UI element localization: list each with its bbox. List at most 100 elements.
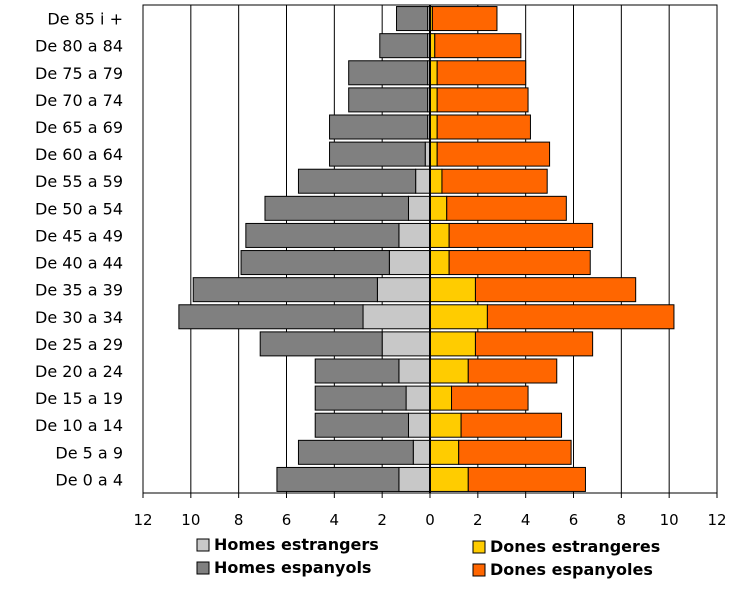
x-tick-label-4: 4 — [330, 511, 340, 529]
x-tick-label-5: 2 — [377, 511, 387, 529]
bar-dones-espanyoles-9 — [448, 222, 594, 248]
category-label-9: De 45 a 49 — [35, 226, 123, 245]
category-label-15: De 75 a 79 — [35, 64, 123, 83]
bar-dones-estrangeres-6 — [429, 304, 488, 330]
x-tick-label-1: 10 — [181, 511, 200, 529]
bar-dones-estrangeres-14 — [429, 87, 438, 113]
x-tick-label-7: 2 — [473, 511, 483, 529]
bar-homes-estrangers-3 — [405, 385, 431, 411]
bar-homes-espanyols-7 — [192, 277, 378, 303]
bar-dones-estrangeres-4 — [429, 358, 469, 384]
category-label-10: De 50 a 54 — [35, 199, 123, 218]
bar-dones-espanyoles-16 — [434, 33, 522, 59]
bar-dones-estrangeres-11 — [429, 168, 443, 194]
bar-dones-espanyoles-14 — [436, 87, 529, 113]
legend-label-0: Homes estrangers — [214, 535, 379, 554]
bar-dones-estrangeres-1 — [429, 439, 460, 465]
bar-dones-estrangeres-2 — [429, 412, 462, 438]
bar-dones-estrangeres-0 — [429, 466, 469, 492]
bar-homes-estrangers-9 — [398, 222, 431, 248]
bar-homes-estrangers-11 — [415, 168, 431, 194]
category-label-1: De 5 a 9 — [55, 443, 123, 462]
bar-dones-espanyoles-8 — [448, 250, 591, 276]
bar-homes-estrangers-8 — [388, 250, 431, 276]
bar-dones-estrangeres-3 — [429, 385, 453, 411]
category-label-11: De 55 a 59 — [35, 172, 123, 191]
category-label-17: De 85 i + — [47, 10, 123, 29]
bar-homes-estrangers-2 — [407, 412, 431, 438]
bar-homes-espanyols-6 — [178, 304, 364, 330]
legend-swatch-3 — [472, 563, 486, 577]
bar-homes-espanyols-9 — [245, 222, 400, 248]
bar-homes-espanyols-5 — [259, 331, 383, 357]
bar-dones-espanyoles-3 — [451, 385, 529, 411]
bar-homes-estrangers-7 — [376, 277, 431, 303]
legend-label-3: Dones espanyoles — [490, 560, 653, 579]
bar-homes-espanyols-3 — [314, 385, 407, 411]
bar-dones-estrangeres-10 — [429, 195, 448, 221]
x-tick-label-9: 6 — [569, 511, 579, 529]
legend-swatch-0 — [196, 538, 210, 552]
bar-dones-estrangeres-5 — [429, 331, 476, 357]
bar-homes-espanyols-11 — [297, 168, 417, 194]
bar-dones-espanyoles-13 — [436, 114, 531, 140]
category-label-2: De 10 a 14 — [35, 416, 123, 435]
bar-homes-espanyols-4 — [314, 358, 400, 384]
bar-dones-estrangeres-15 — [429, 60, 438, 86]
x-tick-label-11: 10 — [660, 511, 679, 529]
bar-dones-espanyoles-0 — [467, 466, 586, 492]
category-label-6: De 30 a 34 — [35, 308, 123, 327]
x-tick-label-8: 4 — [521, 511, 531, 529]
category-label-7: De 35 a 39 — [35, 281, 123, 300]
bar-homes-espanyols-10 — [264, 195, 409, 221]
x-tick-label-3: 6 — [282, 511, 292, 529]
category-label-4: De 20 a 24 — [35, 362, 123, 381]
bar-dones-espanyoles-10 — [446, 195, 567, 221]
category-label-8: De 40 a 44 — [35, 254, 123, 273]
bar-homes-espanyols-2 — [314, 412, 409, 438]
legend-label-2: Dones estrangeres — [490, 537, 660, 556]
bar-homes-estrangers-1 — [412, 439, 431, 465]
bar-dones-espanyoles-1 — [458, 439, 572, 465]
bar-homes-espanyols-17 — [396, 6, 429, 32]
bar-homes-espanyols-1 — [297, 439, 414, 465]
bar-dones-espanyoles-2 — [460, 412, 563, 438]
legend-label-1: Homes espanyols — [214, 558, 371, 577]
legend-swatch-1 — [196, 561, 210, 575]
category-label-13: De 65 a 69 — [35, 118, 123, 137]
bar-dones-estrangeres-12 — [429, 141, 438, 167]
bar-dones-estrangeres-8 — [429, 250, 450, 276]
bar-dones-espanyoles-12 — [436, 141, 551, 167]
bar-homes-espanyols-16 — [379, 33, 429, 59]
bar-homes-estrangers-6 — [362, 304, 431, 330]
bar-dones-espanyoles-5 — [474, 331, 594, 357]
bar-homes-estrangers-0 — [398, 466, 431, 492]
bar-homes-espanyols-0 — [276, 466, 400, 492]
bar-dones-estrangeres-13 — [429, 114, 438, 140]
bar-dones-espanyoles-15 — [436, 60, 527, 86]
bar-dones-espanyoles-17 — [431, 6, 498, 32]
bar-homes-espanyols-14 — [348, 87, 429, 113]
x-tick-label-0: 12 — [133, 511, 152, 529]
category-label-0: De 0 a 4 — [55, 470, 123, 489]
category-label-12: De 60 a 64 — [35, 145, 123, 164]
category-label-16: De 80 a 84 — [35, 37, 123, 56]
x-tick-label-2: 8 — [234, 511, 244, 529]
bar-homes-espanyols-13 — [329, 114, 429, 140]
bar-homes-espanyols-12 — [329, 141, 426, 167]
bar-dones-espanyoles-6 — [486, 304, 675, 330]
bar-homes-estrangers-5 — [381, 331, 431, 357]
category-label-5: De 25 a 29 — [35, 335, 123, 354]
category-label-3: De 15 a 19 — [35, 389, 123, 408]
bar-dones-espanyoles-4 — [467, 358, 558, 384]
x-tick-label-6: 0 — [425, 511, 435, 529]
x-tick-label-12: 12 — [707, 511, 726, 529]
bar-homes-estrangers-10 — [407, 195, 431, 221]
bar-homes-espanyols-15 — [348, 60, 429, 86]
bar-dones-espanyoles-11 — [441, 168, 548, 194]
x-tick-label-10: 8 — [617, 511, 627, 529]
bar-homes-estrangers-4 — [398, 358, 431, 384]
bar-homes-espanyols-8 — [240, 250, 390, 276]
